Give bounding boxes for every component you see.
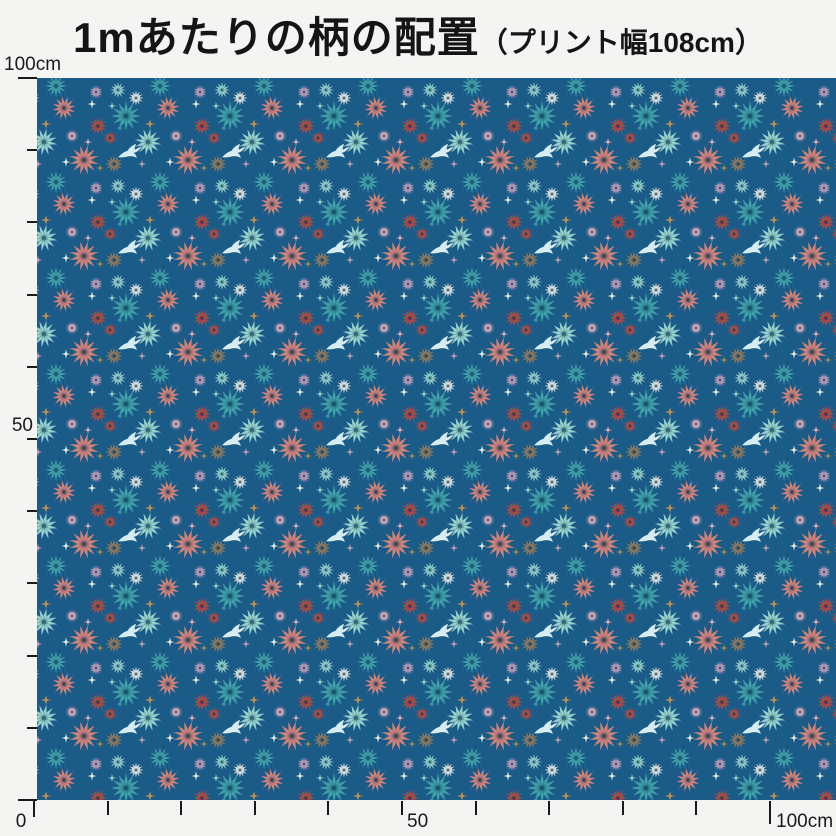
title-sub: （プリント幅108cm）	[479, 27, 763, 58]
x-axis-mid-label: 50	[407, 811, 428, 832]
y-axis-top-label: 100cm	[4, 54, 61, 75]
origin-label: 0	[16, 811, 27, 832]
y-axis-mid-label: 50	[12, 415, 33, 436]
x-axis-ticks	[33, 800, 771, 824]
y-axis-ticks	[18, 77, 37, 801]
x-axis-end-label: 100cm	[776, 811, 833, 832]
page-title: 1mあたりの柄の配置（プリント幅108cm）	[0, 4, 836, 65]
fabric-swatch	[37, 78, 836, 800]
title-main: 1mあたりの柄の配置	[73, 14, 480, 61]
